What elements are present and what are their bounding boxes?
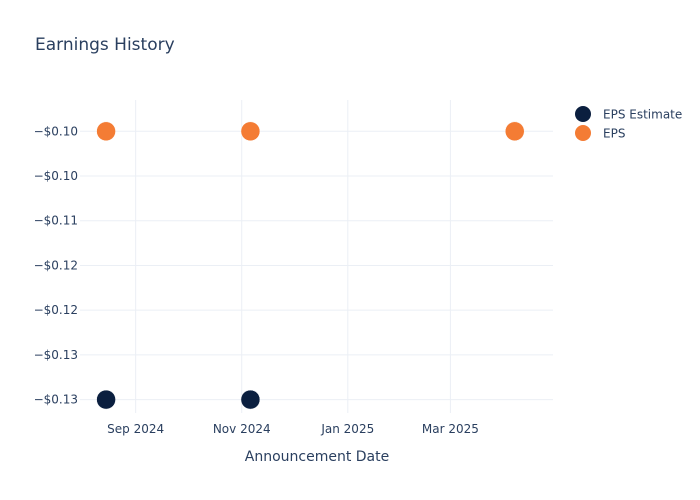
x-tick-label: Jan 2025 xyxy=(320,422,374,436)
y-axis-ticks: −$0.10 −$0.10 −$0.11 −$0.12 −$0.12 −$0.13 −$0.… xyxy=(34,124,78,406)
legend-marker-eps-estimate xyxy=(575,106,591,122)
y-gridlines xyxy=(80,130,553,401)
data-points xyxy=(96,121,525,410)
y-tick-label: −$0.12 xyxy=(34,258,78,272)
y-tick-label: −$0.10 xyxy=(34,124,78,138)
legend-marker-eps xyxy=(575,125,591,141)
x-axis-ticks: Sep 2024 Nov 2024 Jan 2025 Mar 2025 xyxy=(107,422,479,436)
x-tick-label: Sep 2024 xyxy=(107,422,164,436)
y-tick-label: −$0.11 xyxy=(34,214,78,228)
y-tick-label: −$0.10 xyxy=(34,169,78,183)
y-tick-label: −$0.13 xyxy=(34,393,78,407)
eps-point xyxy=(504,121,525,142)
legend-label-eps: EPS xyxy=(603,127,625,141)
y-tick-label: −$0.13 xyxy=(34,348,78,362)
x-tick-label: Mar 2025 xyxy=(422,422,479,436)
x-axis-title: Announcement Date xyxy=(245,449,389,465)
eps-point xyxy=(96,121,116,142)
eps-estimate-point xyxy=(96,389,116,410)
chart-title: Earnings History xyxy=(35,35,175,55)
legend-label-eps-estimate: EPS Estimate xyxy=(603,108,682,122)
eps-estimate-point xyxy=(240,389,261,410)
x-gridlines xyxy=(135,100,451,413)
x-tick-label: Nov 2024 xyxy=(213,422,271,436)
legend: EPS Estimate EPS xyxy=(575,106,682,141)
eps-point xyxy=(240,121,261,142)
y-tick-label: −$0.12 xyxy=(34,303,78,317)
